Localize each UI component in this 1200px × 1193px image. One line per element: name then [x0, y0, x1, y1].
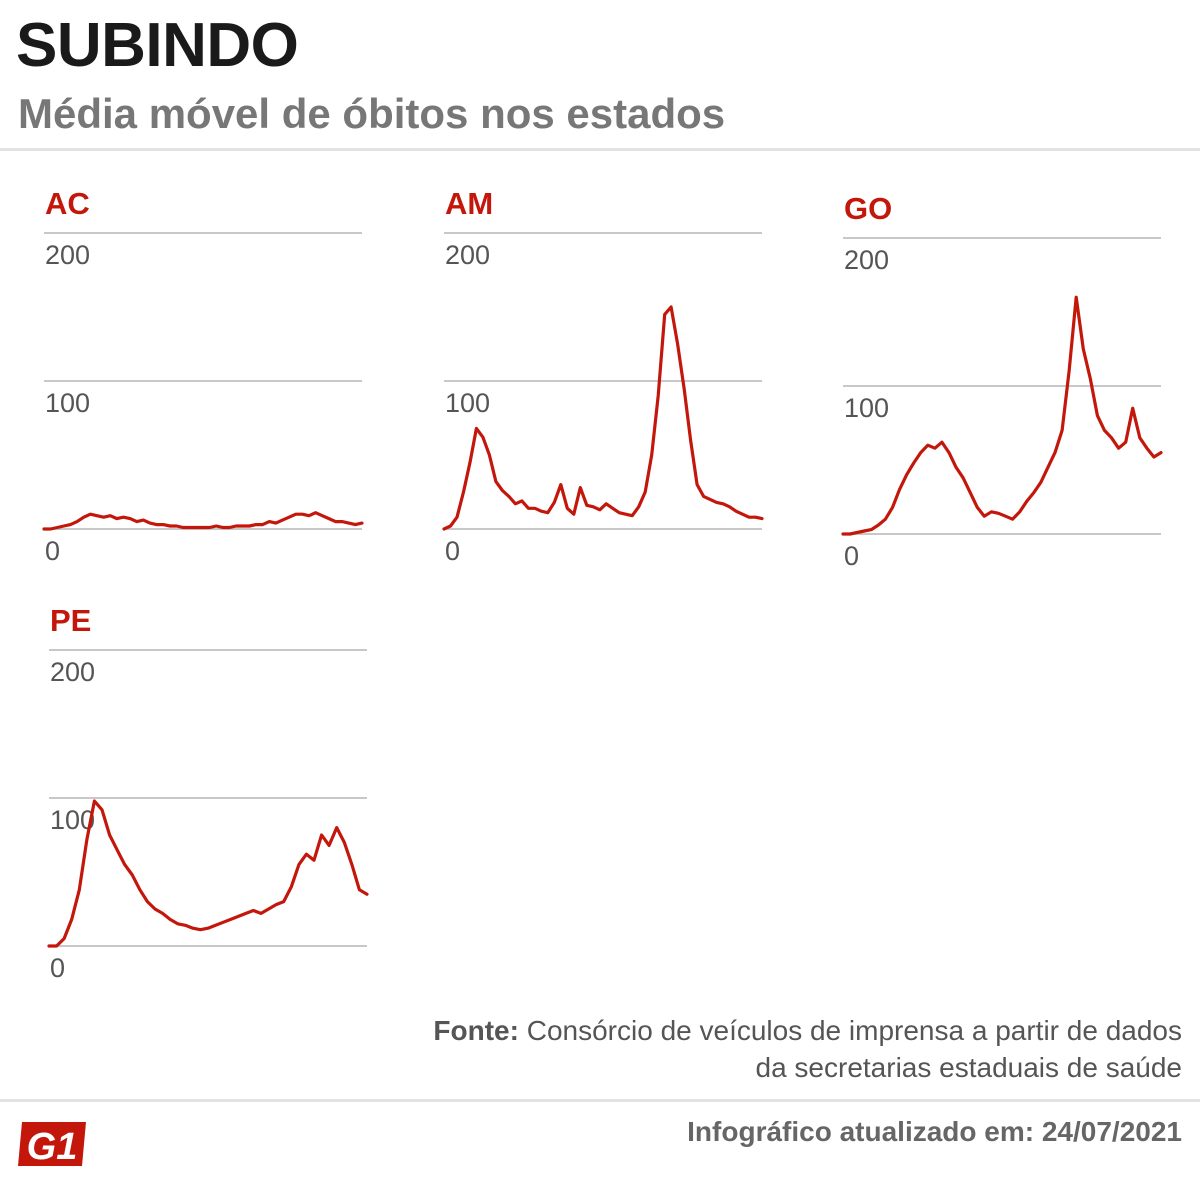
header-divider — [0, 148, 1200, 151]
y-tick-label-go-100: 100 — [844, 393, 889, 423]
y-tick-label-go-0: 0 — [844, 541, 859, 571]
series-line-am — [442, 305, 764, 531]
updated-date: Infográfico atualizado em: 24/07/2021 — [687, 1116, 1182, 1147]
source-label: Fonte: — [433, 1015, 519, 1046]
chart-panel-go: GO 200 100 0 — [841, 185, 1200, 605]
footer-divider — [0, 1099, 1200, 1102]
chart-go: GO 200 100 0 — [841, 191, 1163, 571]
y-tick-label-am-200: 200 — [445, 240, 490, 270]
chart-panel-ac: AC 200 100 0 — [42, 180, 404, 600]
state-label-am: AM — [445, 186, 493, 221]
chart-am: AM 200 100 0 — [442, 186, 764, 566]
y-tick-label-ac-200: 200 — [45, 240, 90, 270]
series-line-pe — [47, 799, 369, 948]
y-tick-label-am-100: 100 — [445, 388, 490, 418]
y-tick-label-pe-200: 200 — [50, 657, 95, 687]
source-note: Fonte: Consórcio de veículos de imprensa… — [422, 1012, 1182, 1086]
chart-ac: AC 200 100 0 — [42, 186, 364, 566]
page-title: SUBINDO — [16, 11, 299, 80]
series-line-go — [841, 295, 1163, 536]
page-subtitle: Média móvel de óbitos nos estados — [18, 90, 726, 137]
y-tick-label-ac-0: 0 — [45, 536, 60, 566]
y-tick-label-go-200: 200 — [844, 245, 889, 275]
state-label-pe: PE — [50, 603, 91, 638]
state-label-go: GO — [844, 191, 892, 226]
g1-logo-text: G1 — [27, 1126, 78, 1168]
g1-logo: G1 — [18, 1122, 86, 1168]
chart-panel-am: AM 200 100 0 — [442, 180, 804, 600]
series-line-ac — [42, 511, 364, 531]
state-label-ac: AC — [45, 186, 90, 221]
y-tick-label-ac-100: 100 — [45, 388, 90, 418]
source-text: Consórcio de veículos de imprensa a part… — [526, 1015, 1182, 1083]
chart-panel-pe: PE 200 100 0 — [47, 597, 409, 1017]
g1-logo-mark — [18, 1122, 86, 1166]
y-tick-label-am-0: 0 — [445, 536, 460, 566]
y-tick-label-pe-0: 0 — [50, 953, 65, 983]
